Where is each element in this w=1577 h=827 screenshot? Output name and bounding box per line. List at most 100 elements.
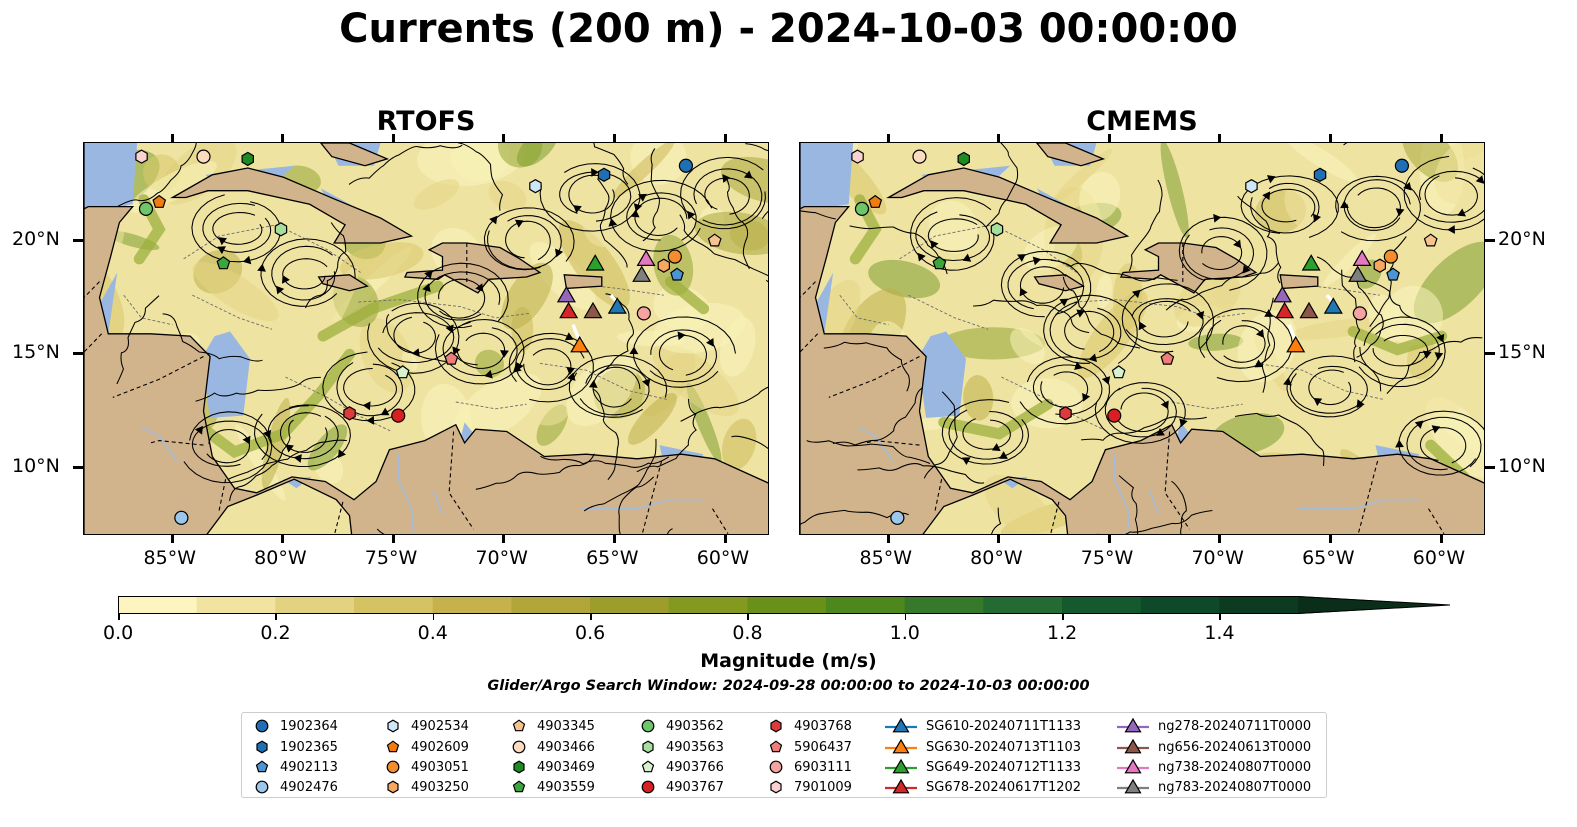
argo-marker-4903051: [1383, 249, 1398, 264]
legend-marker-icon: [512, 780, 526, 793]
argo-marker-4903051: [667, 249, 682, 264]
colorbar: [118, 596, 1451, 614]
legend-item: ng783-20240807T0000: [1116, 777, 1311, 797]
colorbar-segment: [118, 596, 198, 614]
colorbar-extend-arrow: [1298, 596, 1450, 614]
legend-label: 4902534: [411, 718, 469, 734]
legend-marker-shape: [1124, 778, 1142, 794]
legend-item: 4903767: [638, 777, 724, 797]
legend-item: SG610-20240711T1133: [884, 716, 1081, 736]
lat-tick-label-left: 10°N: [12, 454, 60, 477]
lon-tick-label: 80°W: [970, 547, 1023, 569]
lon-tick-mark-top: [1439, 134, 1443, 142]
argo-marker-4902534: [1245, 179, 1258, 194]
lon-tick-mark: [170, 535, 174, 543]
colorbar-tick-mark: [590, 614, 592, 620]
argo-marker-4903767: [391, 408, 406, 423]
legend-marker-shape: [892, 738, 910, 754]
legend-label: 4903345: [537, 718, 595, 734]
colorbar-tick-label: 1.0: [889, 622, 920, 644]
legend-marker-icon: [769, 740, 783, 753]
legend-marker-icon: [885, 758, 917, 774]
colorbar-segment: [354, 596, 434, 614]
argo-marker-4903469: [957, 151, 970, 167]
argo-marker-4903345: [707, 233, 722, 247]
rtofs-magnitude-field: [84, 143, 768, 534]
legend-item: 4902476: [252, 777, 338, 797]
lon-tick-mark-top: [391, 134, 395, 142]
cmems-map[interactable]: [799, 142, 1485, 535]
lon-tick-mark-top: [723, 134, 727, 142]
legend-label: 4903469: [537, 759, 595, 775]
lon-tick-label: 80°W: [254, 547, 307, 569]
lon-tick-label: 70°W: [1191, 547, 1244, 569]
argo-marker-6903111: [636, 306, 651, 321]
glider-marker-ng783-20240807T0000: [632, 265, 652, 282]
colorbar-tick-mark: [747, 614, 749, 620]
legend-item: SG630-20240713T1103: [884, 737, 1081, 757]
lon-tick-mark: [1107, 535, 1111, 543]
legend-marker-shape: [641, 760, 655, 773]
legend-label: ng738-20240807T0000: [1158, 759, 1312, 775]
argo-marker-4902534: [529, 179, 542, 194]
legend-label: SG649-20240712T1133: [926, 759, 1082, 775]
legend-item: SG649-20240712T1133: [884, 757, 1081, 777]
colorbar-segment: [747, 596, 827, 614]
legend-marker-icon: [642, 740, 654, 754]
argo-marker-1902365: [597, 167, 611, 182]
cmems-argo-floats: [851, 149, 1438, 525]
lon-tick-mark-top: [886, 134, 890, 142]
legend-marker-icon: [255, 719, 269, 733]
colorbar-tick-mark: [275, 614, 277, 620]
legend-marker-shape: [1124, 717, 1142, 733]
legend-marker-icon: [885, 717, 917, 733]
cmems-streamlines: [800, 143, 1484, 534]
colorbar-tick-mark: [1062, 614, 1064, 620]
legend-label: SG678-20240617T1202: [926, 779, 1082, 795]
legend-marker-icon: [641, 780, 655, 794]
lat-tick-mark: [1485, 465, 1495, 469]
legend-marker-shape: [387, 719, 399, 733]
glider-marker-ng656-20240613T0000: [1299, 301, 1319, 319]
argo-marker-4902476: [174, 510, 189, 525]
colorbar-tick-mark: [904, 614, 907, 620]
colorbar-segment: [983, 596, 1063, 614]
legend-marker-icon: [255, 780, 269, 794]
legend-label: 1902365: [280, 739, 338, 755]
legend-marker-shape: [892, 758, 910, 774]
legend-label: 7901009: [794, 779, 852, 795]
colorbar-segment: [904, 596, 984, 614]
rtofs-map[interactable]: [83, 142, 769, 535]
legend-label: 4903051: [411, 759, 469, 775]
colorbar-tick-mark: [1219, 614, 1221, 620]
legend-label: ng278-20240711T0000: [1158, 718, 1312, 734]
argo-marker-4903563: [990, 222, 1004, 237]
rtofs-gliders: [556, 249, 656, 353]
legend-marker-icon: [770, 719, 782, 733]
legend-item: 4903345: [509, 716, 595, 736]
panel-title-rtofs: RTOFS: [376, 106, 476, 137]
colorbar-tick-mark: [432, 614, 435, 620]
lon-tick-mark: [281, 535, 285, 543]
legend-marker-shape: [769, 740, 783, 753]
legend-marker-icon: [641, 760, 655, 773]
legend-item: 5906437: [766, 737, 852, 757]
rtofs-depth-contours: [123, 224, 669, 432]
legend-item: 4903250: [383, 777, 469, 797]
colorbar-segment: [826, 596, 906, 614]
glider-marker-ng278-20240711T0000: [1272, 285, 1292, 303]
legend-marker-shape: [1124, 738, 1142, 754]
lon-tick-mark: [886, 535, 890, 543]
legend-marker-icon: [885, 778, 917, 794]
lon-tick-mark: [1329, 535, 1333, 543]
lon-tick-mark: [391, 535, 395, 543]
argo-marker-4903250: [657, 258, 671, 273]
legend-item: SG678-20240617T1202: [884, 777, 1081, 797]
colorbar-segment: [275, 596, 355, 614]
rtofs-land: [84, 143, 768, 534]
legend-label: SG610-20240711T1133: [926, 718, 1082, 734]
figure-title: Currents (200 m) - 2024-10-03 00:00:00: [339, 6, 1238, 52]
glider-marker-ng783-20240807T0000: [1348, 265, 1368, 282]
legend-marker-icon: [885, 738, 917, 754]
argo-marker-6903111: [1352, 306, 1367, 321]
